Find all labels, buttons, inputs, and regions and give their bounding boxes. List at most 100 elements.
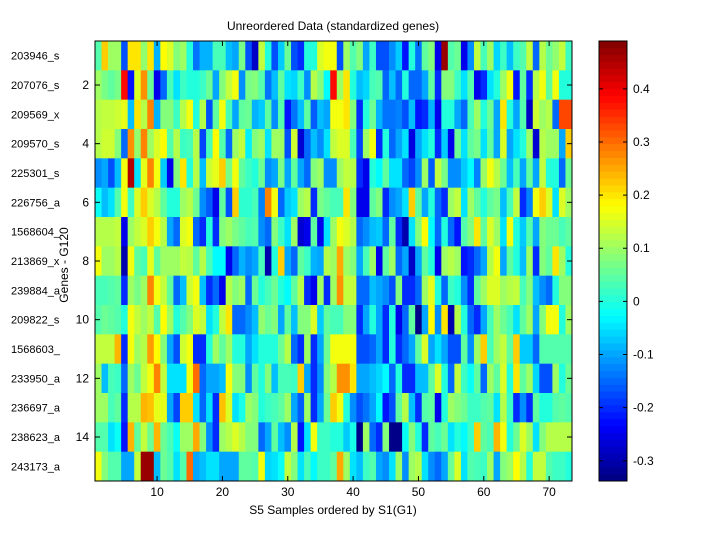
heatmap-cell xyxy=(245,275,253,306)
heatmap-cell xyxy=(258,217,266,247)
heatmap-cell xyxy=(460,393,468,423)
heatmap-cell xyxy=(330,334,338,365)
heatmap-cell xyxy=(251,422,259,453)
heatmap-cell xyxy=(186,158,194,189)
heatmap-cell xyxy=(565,393,573,423)
y-tick-label: 6 xyxy=(82,195,89,209)
heatmap-cell xyxy=(362,422,370,453)
heatmap-cell xyxy=(336,275,344,306)
heatmap-cell xyxy=(114,99,122,130)
heatmap-cell xyxy=(473,305,481,335)
heatmap-cell xyxy=(467,217,475,247)
heatmap-cell xyxy=(362,41,370,71)
heatmap-cell xyxy=(415,305,423,335)
heatmap-cell xyxy=(382,70,390,101)
heatmap-cell xyxy=(487,158,494,189)
heatmap-cell xyxy=(382,246,390,277)
heatmap-cell xyxy=(506,246,514,277)
heatmap-cell xyxy=(323,246,331,277)
heatmap-cell xyxy=(375,70,383,101)
colorbar-swatch xyxy=(599,391,627,399)
heatmap-cell xyxy=(369,217,377,247)
row-label: 243173_a xyxy=(11,461,61,473)
heatmap-cell xyxy=(552,363,560,394)
heatmap-cell xyxy=(173,246,181,277)
heatmap-cell xyxy=(206,422,214,453)
heatmap-cell xyxy=(297,187,305,218)
heatmap-cell xyxy=(160,129,168,159)
heatmap-cell xyxy=(186,334,194,365)
x-tick-label: 10 xyxy=(150,485,164,499)
heatmap-cell xyxy=(375,305,383,335)
heatmap-cell xyxy=(356,363,364,394)
heatmap-cell xyxy=(258,41,266,71)
heatmap-cell xyxy=(552,305,560,335)
heatmap-cell xyxy=(487,99,494,130)
heatmap-cell xyxy=(101,422,109,453)
heatmap-cell xyxy=(166,217,174,247)
heatmap-cell xyxy=(232,393,240,423)
heatmap-cell xyxy=(245,334,253,365)
heatmap-cell xyxy=(506,334,514,365)
heatmap-cell xyxy=(408,451,416,482)
heatmap-cell xyxy=(264,393,272,423)
colorbar-swatch xyxy=(599,164,627,173)
heatmap-cell xyxy=(382,158,390,189)
heatmap-cell xyxy=(356,217,364,247)
heatmap-cell xyxy=(421,363,429,394)
heatmap-cell xyxy=(186,217,194,247)
heatmap-cell xyxy=(291,187,298,218)
heatmap-cell xyxy=(258,393,266,423)
heatmap-cell xyxy=(271,305,279,335)
heatmap-cell xyxy=(291,41,298,71)
heatmap-cell xyxy=(356,451,364,482)
heatmap-cell xyxy=(362,246,370,277)
heatmap-cell xyxy=(173,70,181,101)
heatmap-cell xyxy=(206,275,214,306)
heatmap-cell xyxy=(467,363,475,394)
heatmap-cell xyxy=(506,187,514,218)
heatmap-cell xyxy=(127,217,135,247)
heatmap-cell xyxy=(134,70,142,101)
heatmap-cell xyxy=(545,451,553,482)
heatmap-cell xyxy=(193,129,200,159)
heatmap-cell xyxy=(193,246,200,277)
colorbar-swatch xyxy=(599,288,627,296)
heatmap-cell xyxy=(402,451,410,482)
heatmap-cell xyxy=(173,363,181,394)
heatmap-cell xyxy=(500,246,508,277)
heatmap-cell xyxy=(493,217,501,247)
colorbar-swatch xyxy=(599,267,627,276)
heatmap-cell xyxy=(395,246,403,277)
heatmap-cell xyxy=(532,451,540,482)
heatmap-cell xyxy=(408,246,416,277)
heatmap-cell xyxy=(349,129,357,159)
heatmap-cell xyxy=(473,422,481,453)
heatmap-cell xyxy=(291,334,298,365)
heatmap-cell xyxy=(343,129,351,159)
heatmap-cell xyxy=(153,246,161,277)
heatmap-cell xyxy=(532,187,540,218)
heatmap-cell xyxy=(487,70,494,101)
heatmap-cell xyxy=(545,129,553,159)
heatmap-cell xyxy=(297,275,305,306)
heatmap-cell xyxy=(389,41,396,71)
colorbar-swatch xyxy=(599,185,627,193)
heatmap-cell xyxy=(225,305,233,335)
heatmap-cell xyxy=(454,275,462,306)
heatmap-cell xyxy=(362,158,370,189)
heatmap-cell xyxy=(271,187,279,218)
heatmap-cell xyxy=(101,451,109,482)
heatmap-cell xyxy=(101,70,109,101)
heatmap-cell xyxy=(447,158,455,189)
heatmap-cell xyxy=(291,158,298,189)
heatmap-cell xyxy=(513,99,521,130)
heatmap-cell xyxy=(238,187,246,218)
colorbar-swatch xyxy=(599,377,627,386)
heatmap-cell xyxy=(212,363,220,394)
heatmap-cell xyxy=(330,246,338,277)
heatmap-cell xyxy=(277,158,285,189)
heatmap-cell xyxy=(493,41,501,71)
colorbar-swatch xyxy=(599,446,627,454)
heatmap-cell xyxy=(473,41,481,71)
